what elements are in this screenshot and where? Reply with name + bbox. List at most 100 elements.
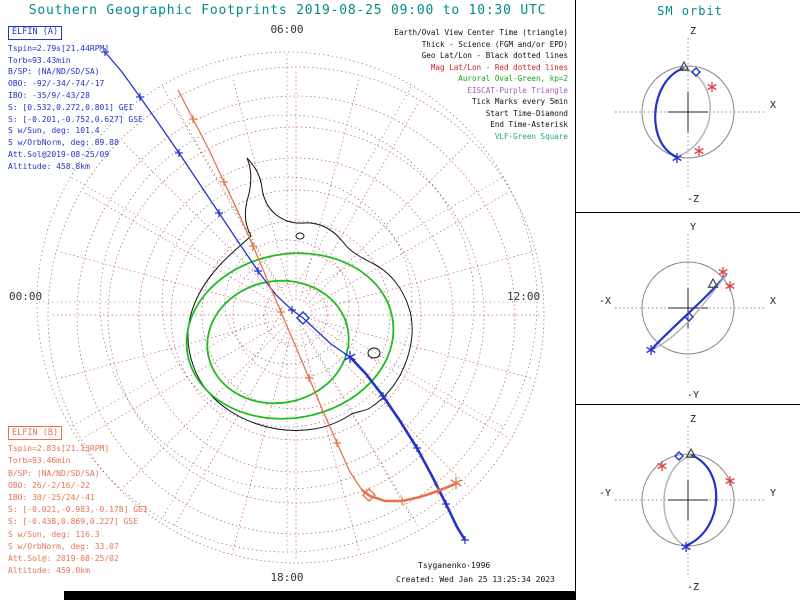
orbit-arc <box>654 66 686 159</box>
diamond-marker <box>691 67 701 77</box>
elfin-b-info-line: Att.Sol@: 2019-08-25/02 <box>8 554 119 564</box>
elfin-a-info-block: ELFIN (A) Tspin=2.79s[21.44RPM] Torb=93.4… <box>8 26 143 173</box>
clock-label-bottom: 18:00 <box>270 571 303 584</box>
auroral-oval <box>185 252 395 420</box>
elfin-b-info-line: S: [-0.021,-0.983,-0.178] GEI <box>8 505 148 515</box>
legend-line: VLF-Green Square <box>494 131 568 141</box>
orbit-arc <box>650 274 727 351</box>
legend-line: End Time-Asterisk <box>490 120 568 129</box>
earth-circle <box>641 261 735 355</box>
triangle-marker <box>678 60 690 71</box>
asterisk-marker <box>646 346 656 354</box>
diamond-marker <box>296 311 310 325</box>
elfin-a-info-line: S w/Sun, deg: 101.4 <box>8 126 100 136</box>
orbit-layers <box>615 234 765 386</box>
elfin-a-info-line: IBO: -35/9/-43/28 <box>8 90 90 100</box>
elfin-a-info-line: S w/OrbNorm, deg: 89.88 <box>8 138 119 148</box>
panel-divider-2 <box>575 404 800 405</box>
diamond-marker <box>362 488 376 502</box>
legend-line: Auroral Oval-Green, kp=2 <box>458 74 568 83</box>
elfin-b-info-line: Altitude: 459.0km <box>8 566 90 576</box>
sm-orbit-panel-xz: Z -Z X <box>615 26 776 205</box>
island-outline <box>295 232 305 240</box>
axis-label-right: Y <box>770 488 776 499</box>
sm-orbit-panel-xy: Y -Y -X X <box>599 222 776 401</box>
orbit-arc <box>683 453 718 548</box>
elfin-b-info-line: OBO: 26/-2/16/-22 <box>8 480 90 490</box>
elfin-a-label: ELFIN (A) <box>8 26 63 40</box>
elfin-a-lines: Tspin=2.79s[21.44RPM] Torb=93.43min B/SP: … <box>8 43 143 173</box>
elfin-a-info-line: Att.Sol@2019-08-25/09 <box>8 149 110 159</box>
elfin-a-info-line: Altitude: 458.8km <box>8 161 90 171</box>
orbit-layers <box>615 426 765 578</box>
asterisk-marker <box>718 268 728 276</box>
elfin-a-info-line: B/SP: (NA/ND/SD/SA) <box>8 67 100 77</box>
geo-grid <box>36 51 538 553</box>
asterisk-marker <box>694 147 704 155</box>
elfin-a-info-line: S: [-0.201,-0.752,0.627] GSE <box>8 114 143 124</box>
elfin-a-info-line: Torb=93.43min <box>8 55 71 65</box>
panel-divider-1 <box>575 212 800 213</box>
antarctica-outline <box>187 157 413 431</box>
axis-label-top: Z <box>690 26 696 37</box>
asterisk-marker <box>707 83 717 91</box>
legend-line: EISCAT-Purple Triangle <box>467 85 568 95</box>
orbit-layers <box>615 38 765 190</box>
clock-label-right: 12:00 <box>507 290 540 303</box>
triangle-marker <box>685 447 697 458</box>
elfin-b-info-block: ELFIN (B) Tspin=2.83s[21.13RPM] Torb=93.4… <box>8 426 148 577</box>
asterisk-marker <box>672 154 682 162</box>
axis-label-top: Z <box>690 414 696 425</box>
panel-divider-vertical <box>575 0 576 600</box>
auroral-oval <box>206 279 350 405</box>
elfin-b-info-line: S: [-0.438,0.869,0.227] GSE <box>8 517 139 527</box>
sm-orbit-panel-yz: Z -Z -Y Y <box>599 414 776 593</box>
axis-label-right: X <box>770 296 776 307</box>
map-layers <box>36 48 545 564</box>
asterisk-marker <box>681 543 691 551</box>
elfin-b-label: ELFIN (B) <box>8 426 63 441</box>
axis-label-left: -X <box>599 296 611 307</box>
triangle-marker <box>707 277 719 288</box>
sm-orbit-title: SM orbit <box>657 4 723 18</box>
axis-label-right: X <box>770 100 776 111</box>
legend-line: Thick - Science (FGM and/or EPD) <box>421 39 568 49</box>
elfin-a-footprint <box>101 48 469 544</box>
diamond-marker <box>684 312 694 322</box>
asterisk-marker <box>344 353 356 361</box>
clock-labels: 06:00 00:00 12:00 18:00 <box>9 23 540 584</box>
orbit-arc <box>663 454 692 547</box>
model-label: Tsyganenko-1996 <box>418 561 491 570</box>
elfin-b-info-line: IBO: 30/-25/24/-41 <box>8 493 95 503</box>
elfin-b-lines: Tspin=2.83s[21.13RPM] Torb=93.46min B/SP: … <box>8 443 148 577</box>
asterisk-marker <box>725 477 735 485</box>
elfin-b-info-line: S w/Sun, deg: 116.3 <box>8 529 100 539</box>
elfin-b-footprint <box>177 89 462 505</box>
earth-circle <box>641 65 735 159</box>
page-title: Southern Geographic Footprints 2019-08-2… <box>28 3 547 18</box>
created-timestamp: Created: Wed Jan 25 13:25:34 2023 <box>396 575 555 584</box>
legend-line: Geo Lat/Lon - Black dotted lines <box>421 51 568 60</box>
bottom-bar <box>64 591 575 600</box>
asterisk-marker <box>725 282 735 290</box>
axis-label-bottom: -Z <box>687 582 699 593</box>
legend-line: Tick Marks every 5min <box>471 97 568 106</box>
elfin-b-info-line: S w/OrbNorm, deg: 33.07 <box>8 541 119 551</box>
asterisk-marker <box>657 462 667 470</box>
legend-line: Start Time-Diamond <box>485 108 568 118</box>
clock-label-top: 06:00 <box>270 23 303 36</box>
elfin-b-info-line: Tspin=2.83s[21.13RPM] <box>8 444 110 454</box>
legend: Earth/Oval View Center Time (triangle) Th… <box>302 27 568 142</box>
elfin-a-info-line: Tspin=2.79s[21.44RPM] <box>8 43 110 53</box>
axis-label-left: -Y <box>599 488 611 499</box>
legend-line: Mag Lat/Lon - Red dotted lines <box>430 62 568 72</box>
island-outline <box>367 347 381 359</box>
legend-line: Earth/Oval View Center Time (triangle) <box>394 28 568 37</box>
axis-label-top: Y <box>690 222 696 233</box>
footprint-map: 06:00 00:00 12:00 18:00 <box>9 23 545 584</box>
elfin-a-info-line: OBO: -92/-34/-74/-17 <box>8 79 105 89</box>
elfin-b-info-line: B/SP: (NA/ND/SD/SA) <box>8 468 100 478</box>
elfin-a-info-line: S: [0.532,0.272,0.801] GEI <box>8 102 134 112</box>
clock-label-left: 00:00 <box>9 290 42 303</box>
